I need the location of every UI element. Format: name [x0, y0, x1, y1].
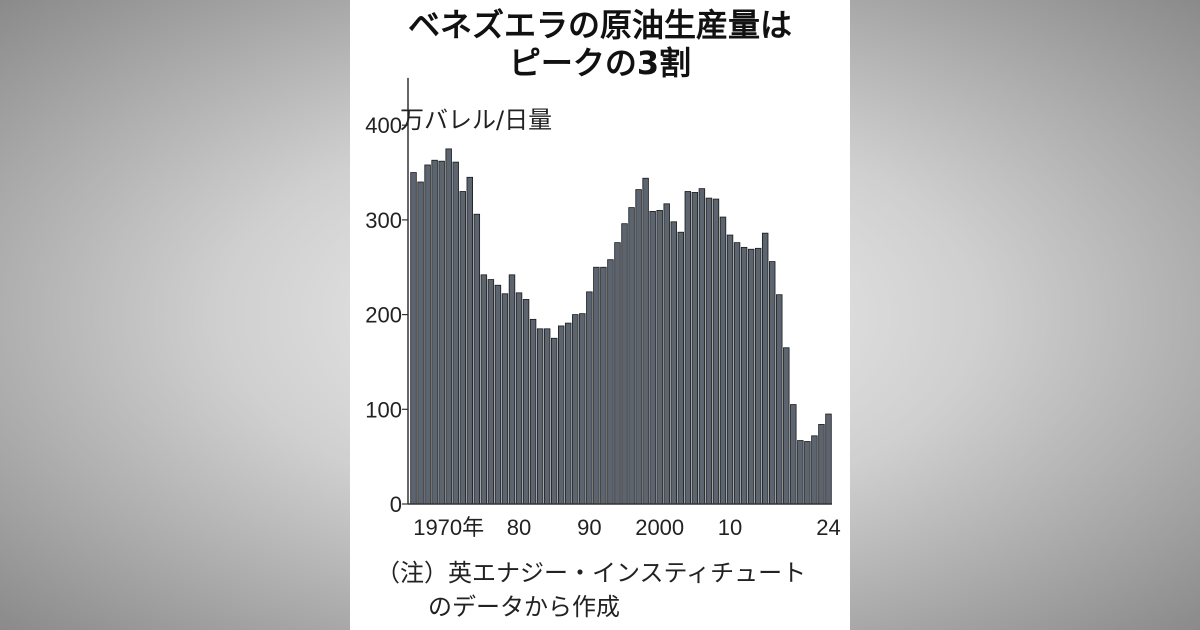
bar [593, 266, 600, 505]
bar [565, 322, 572, 505]
x-axis-ticks: 1970年 80 90 2000 10 24 [413, 515, 841, 540]
bar [614, 242, 621, 505]
x-tick-label: 10 [718, 515, 742, 540]
bar [754, 247, 762, 505]
x-tick-label: 1970年 [413, 515, 484, 540]
bar [579, 313, 586, 505]
bar [698, 188, 706, 505]
bar [776, 294, 783, 505]
bar [452, 161, 459, 505]
bar [572, 314, 579, 505]
x-tick-label: 90 [577, 515, 601, 540]
bar [586, 291, 593, 505]
bar [628, 207, 635, 505]
bar [705, 197, 713, 505]
chart-title-line2: ピークの3割 [508, 44, 692, 82]
y-tick-label: 100 [365, 397, 402, 422]
source-note-line1: （注）英エナジー・インスティチュート [376, 559, 807, 587]
bar [607, 259, 614, 505]
bar [818, 424, 825, 505]
bar [663, 203, 670, 505]
bar [768, 261, 776, 505]
bar [459, 191, 466, 505]
bar [473, 213, 481, 505]
x-tick-label: 80 [507, 515, 531, 540]
y-tick-label: 300 [365, 208, 402, 233]
bar [543, 328, 551, 505]
bar [431, 159, 438, 505]
bar-chart: 0 100 200 300 400 1970年 80 90 2000 10 24 [365, 77, 841, 540]
y-axis-ticks: 0 100 200 300 400 [365, 113, 408, 517]
bar [445, 148, 452, 505]
y-tick-label: 200 [365, 303, 402, 328]
x-tick-label: 24 [816, 515, 840, 540]
bar [494, 284, 502, 505]
bar [726, 234, 734, 505]
unit-label: 万バレル/日量 [400, 106, 553, 134]
source-note-line2: のデータから作成 [428, 593, 620, 621]
bar [656, 210, 663, 505]
bar [642, 177, 649, 505]
bar [733, 242, 741, 505]
bar [649, 210, 656, 505]
bar [811, 435, 818, 505]
bar [790, 404, 797, 505]
bar [719, 216, 727, 505]
bar [804, 441, 811, 505]
y-tick-label: 0 [390, 492, 402, 517]
bar [677, 231, 685, 505]
bar [825, 413, 832, 505]
bar [600, 266, 607, 505]
bar [480, 274, 488, 505]
bar [515, 292, 523, 505]
bar [557, 325, 565, 505]
x-tick-label: 2000 [635, 515, 684, 540]
bar [621, 223, 628, 505]
bar [783, 347, 790, 505]
bar [501, 293, 509, 505]
bar [466, 176, 474, 505]
bar [635, 189, 642, 505]
source-note: （注）英エナジー・インスティチュート のデータから作成 [376, 556, 806, 624]
bar [691, 192, 699, 505]
bar [740, 246, 748, 505]
bar [747, 248, 755, 505]
bar [712, 198, 720, 505]
bar [670, 221, 677, 505]
chart-title: ベネズエラの原油生産量は ピークの3割 [350, 6, 850, 82]
bar [410, 172, 417, 505]
bar [508, 274, 516, 505]
bar [417, 181, 424, 505]
y-tick-label: 400 [365, 113, 402, 138]
bar [424, 164, 431, 505]
bar [536, 328, 544, 505]
bar [438, 160, 445, 505]
bar [487, 279, 495, 505]
bars [410, 148, 832, 505]
bar [761, 232, 769, 505]
chart-panel: ベネズエラの原油生産量は ピークの3割 0 100 200 300 400 1970年 8… [350, 0, 850, 630]
bar [529, 318, 537, 505]
bar [550, 337, 558, 505]
bar [522, 299, 530, 505]
bar [684, 191, 692, 505]
chart-title-line1: ベネズエラの原油生産量は [407, 6, 792, 44]
bar [797, 440, 804, 505]
